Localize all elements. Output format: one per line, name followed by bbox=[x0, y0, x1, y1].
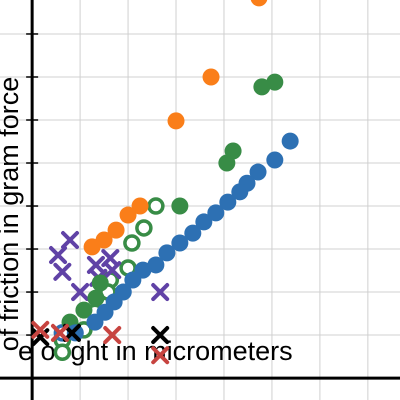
point bbox=[86, 313, 104, 331]
points bbox=[31, 0, 299, 365]
point bbox=[202, 68, 220, 86]
point bbox=[119, 206, 137, 224]
point bbox=[31, 320, 50, 339]
point bbox=[107, 221, 125, 239]
point bbox=[158, 244, 176, 262]
point bbox=[131, 197, 149, 215]
point bbox=[135, 219, 153, 237]
point bbox=[231, 183, 249, 201]
point bbox=[281, 132, 299, 150]
point bbox=[266, 73, 284, 91]
point bbox=[61, 231, 80, 249]
point bbox=[249, 163, 267, 181]
point bbox=[253, 78, 271, 96]
point bbox=[218, 154, 236, 172]
point bbox=[207, 204, 225, 222]
point bbox=[167, 112, 185, 130]
y-axis-label: of friction in gram force bbox=[0, 77, 24, 352]
point bbox=[53, 343, 72, 362]
point bbox=[184, 224, 202, 242]
point bbox=[50, 323, 69, 342]
point bbox=[266, 151, 284, 169]
point bbox=[75, 301, 93, 319]
point bbox=[123, 234, 141, 252]
point bbox=[124, 271, 142, 289]
point bbox=[195, 213, 213, 231]
point bbox=[151, 346, 170, 365]
point bbox=[103, 261, 122, 280]
point bbox=[147, 256, 165, 274]
point bbox=[151, 283, 170, 302]
point bbox=[103, 326, 122, 345]
point bbox=[87, 289, 105, 307]
point bbox=[66, 324, 84, 342]
point bbox=[71, 283, 90, 302]
point bbox=[171, 197, 189, 215]
point bbox=[219, 193, 237, 211]
point bbox=[250, 0, 268, 7]
point bbox=[171, 234, 189, 252]
point bbox=[151, 326, 170, 345]
point bbox=[83, 238, 101, 256]
point bbox=[53, 262, 72, 281]
point bbox=[49, 246, 68, 265]
point bbox=[91, 274, 109, 292]
point bbox=[147, 197, 165, 215]
